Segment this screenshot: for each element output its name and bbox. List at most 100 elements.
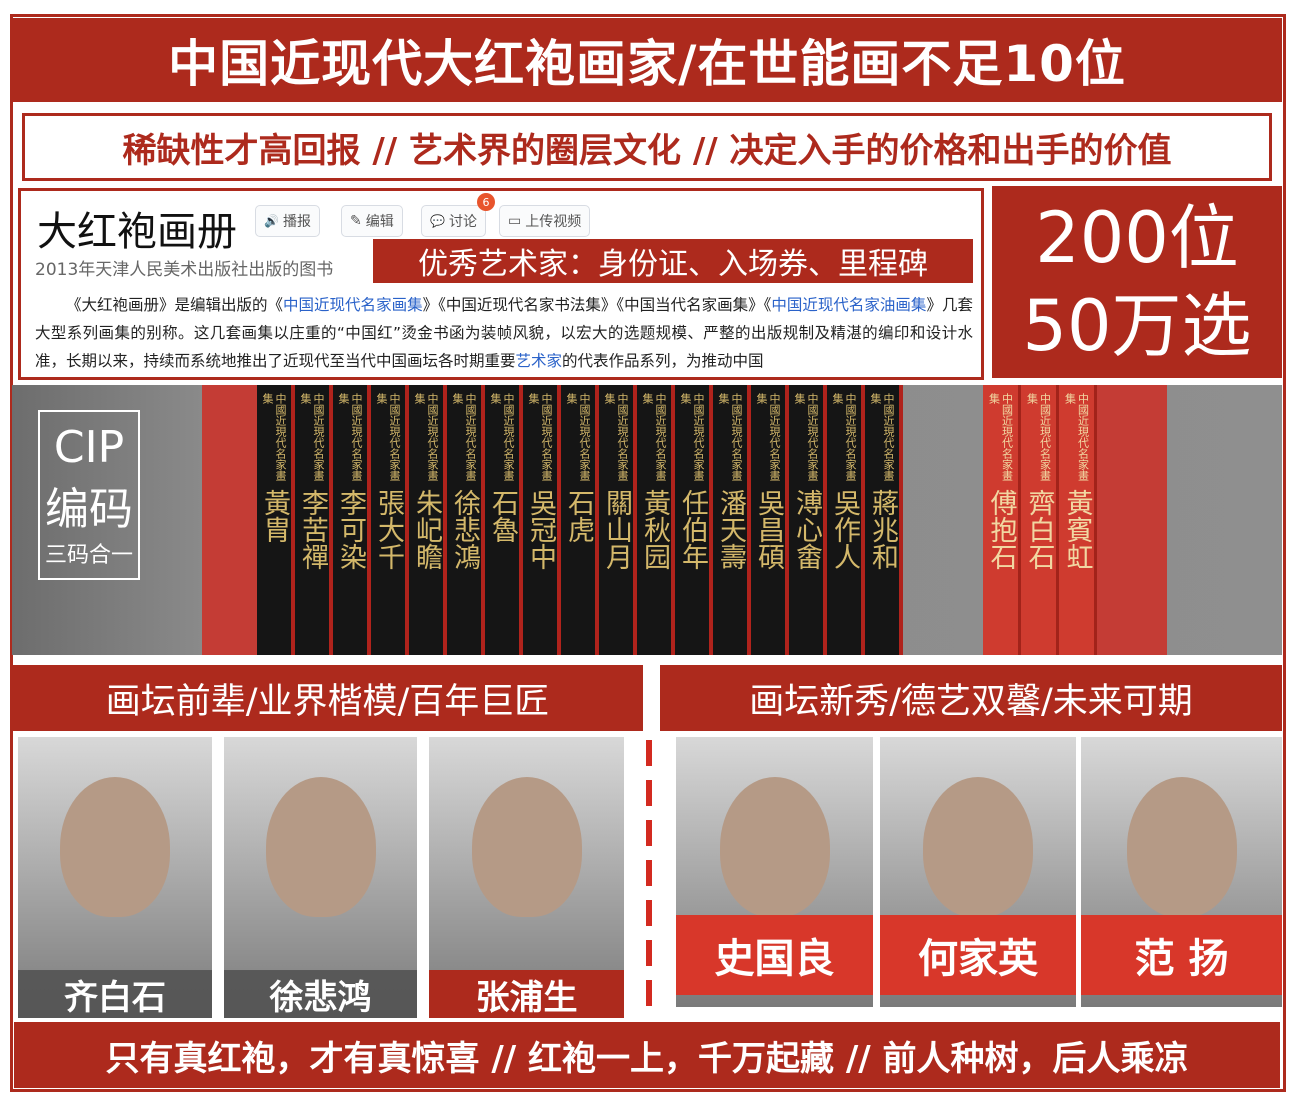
book-spine: 中國近現代名家畫集吳冠中 (523, 385, 561, 655)
book-spine: 中國近現代名家畫集 張大千 (371, 385, 409, 655)
book-spine: 中國近現代名家畫集潘天壽 (713, 385, 751, 655)
book-title: 黃秋园 (639, 489, 670, 570)
book-series: 中國近現代名家畫集 (755, 393, 781, 481)
outer-frame (10, 14, 1286, 1092)
cip-box: CIP 编码 三码合一 (38, 410, 140, 580)
text: 《大红袍画册》是编辑出版的《 (66, 296, 284, 314)
button-label: 播报 (282, 214, 311, 230)
name-label: 徐悲鸿 (224, 970, 417, 1018)
divider (646, 740, 652, 1018)
book-spine: 中國近現代名家畫集吳昌碩 (751, 385, 789, 655)
comment-icon: 💬 (430, 214, 445, 228)
book-shelf-image: CIP 编码 三码合一 中國近現代名家畫集 黃胄 中國近現代名家畫集 李苦禪 中國近現代… (12, 385, 1282, 655)
link-artist[interactable]: 艺术家 (515, 352, 563, 370)
text: 》《中国近现代名家书法集》《中国当代名家画集》《 (422, 296, 772, 314)
book-spine: 中國近現代名家畫集 石魯 (485, 385, 523, 655)
newcomers-header: 画坛新秀/德艺双馨/未来可期 (660, 665, 1282, 731)
book-spine: 中國近現代名家畫集關山月 (599, 385, 637, 655)
face (719, 777, 830, 917)
book-spine: 中國近現代名家畫集溥心畬 (789, 385, 827, 655)
cip-code: 编码 (45, 484, 133, 535)
shelf-gap (903, 385, 983, 655)
book-series: 中國近現代名家畫集 (413, 393, 439, 481)
book-title: 石虎 (563, 489, 594, 543)
book-title: 溥心畬 (791, 489, 822, 570)
book-spine: 中國近現代名家畫集李可染 (333, 385, 371, 655)
button-label: 编辑 (365, 214, 394, 230)
book-title: 任伯年 (677, 489, 708, 570)
broadcast-button[interactable]: 🔊 播报 (255, 205, 320, 237)
book-title: 黃胄 (259, 489, 290, 543)
name-label: 张浦生 (429, 970, 624, 1018)
book-title: 石魯 (487, 489, 518, 543)
book-title: 蔣兆和 (867, 489, 898, 570)
book-series: 中國近現代名家畫集 (1025, 393, 1052, 481)
cip-three-in-one: 三码合一 (44, 543, 133, 568)
portrait-he-jiaying: 何家英 (880, 737, 1076, 1007)
portrait-xu-beihong: 徐悲鸿 (224, 737, 417, 1018)
count-line1: 200位 (1035, 197, 1239, 279)
book-series: 中國近現代名家畫集 (527, 393, 553, 481)
text: 》几套大型系列画集的别称。这几套画集以庄重的“中国红”烫金书函为装帧风貌，以宏大… (35, 296, 973, 370)
page-title: 中国近现代大红袍画家/在世能画不足10位 (12, 18, 1282, 102)
book-spine: 中國近現代名家畫集朱屺瞻 (409, 385, 447, 655)
bottom-slogan: 只有真红袍，才有真惊喜 // 红袍一上，千万起藏 // 前人种树，后人乘凉 (14, 1022, 1280, 1088)
book-title: 傅抱石 (985, 489, 1017, 570)
book-title: 朱屺瞻 (411, 489, 442, 570)
upload-video-button[interactable]: ▭ 上传视频 (499, 205, 591, 237)
book-spine: 中國近現代名家畫集任伯年 (675, 385, 713, 655)
portrait-qi-baishi: 齐白石 (18, 737, 212, 1018)
encyclopedia-heading: 大红袍画册 (37, 209, 237, 255)
face (60, 777, 170, 917)
book-title: 吳昌碩 (753, 489, 784, 570)
book-spine: 中國近現代名家畫集 石虎 (561, 385, 599, 655)
book-title: 李苦禪 (297, 489, 328, 570)
book-spine: 中國近現代名家畫集齊白石 (1021, 385, 1059, 655)
discussion-badge: 6 (477, 193, 495, 211)
book-spine: 中國近現代名家畫集 黃賓虹 (1059, 385, 1097, 655)
book-series: 中國近現代名家畫集 (793, 393, 819, 481)
book-cover (1097, 385, 1167, 655)
name-label: 范 扬 (1081, 915, 1282, 995)
count-line2: 50万选 (1022, 285, 1252, 367)
edit-button[interactable]: ✎ 编辑 (341, 205, 403, 237)
book-title: 關山月 (601, 489, 632, 570)
count-box: 200位 50万选 (992, 186, 1282, 378)
book-series: 中國近現代名家畫集 (869, 393, 895, 481)
book-series: 中國近現代名家畫集 (261, 393, 287, 481)
book-title: 李可染 (335, 489, 366, 570)
button-label: 上传视频 (525, 214, 582, 230)
subtitle: 稀缺性才高回报 // 艺术界的圈层文化 // 决定入手的价格和出手的价值 (22, 113, 1272, 181)
button-label: 讨论 (448, 214, 477, 230)
pencil-icon: ✎ (350, 213, 362, 229)
book-cover (202, 385, 257, 655)
book-series: 中國近現代名家畫集 (641, 393, 667, 481)
cip-label: CIP (53, 422, 125, 473)
book-series: 中國近現代名家畫集 (603, 393, 629, 481)
book-series: 中國近現代名家畫集 (717, 393, 743, 481)
face (471, 777, 582, 917)
artist-banner: 优秀艺术家：身份证、入场券、里程碑 (373, 239, 973, 283)
book-series: 中國近現代名家畫集 (337, 393, 363, 481)
book-row: 中國近現代名家畫集 黃胄 中國近現代名家畫集 李苦禪 中國近現代名家畫集 李可染 中國近現代… (202, 385, 1167, 655)
book-spine: 中國近現代名家畫集 徐悲鴻 (447, 385, 485, 655)
name-label: 史国良 (676, 915, 873, 995)
book-series: 中國近現代名家畫集 (299, 393, 325, 481)
portrait-fan-yang: 范 扬 (1081, 737, 1282, 1007)
book-title: 張大千 (373, 489, 404, 570)
book-title: 吳作人 (829, 489, 860, 570)
link-modern-paintings[interactable]: 中国近现代名家画集 (283, 296, 423, 314)
book-spine: 中國近現代名家畫集蔣兆和 (865, 385, 903, 655)
link-oil-paintings[interactable]: 中国近现代名家油画集 (771, 296, 927, 314)
book-description: 2013年天津人民美术出版社出版的图书 (35, 260, 334, 280)
book-title: 潘天壽 (715, 489, 746, 570)
masters-header: 画坛前辈/业界楷模/百年巨匠 (12, 665, 643, 731)
encyclopedia-paragraph: 《大红袍画册》是编辑出版的《中国近现代名家画集》《中国近现代名家书法集》《中国当… (35, 291, 973, 375)
book-title: 齊白石 (1023, 489, 1055, 570)
video-icon: ▭ (508, 213, 522, 229)
discuss-button[interactable]: 💬 讨论 (421, 205, 486, 237)
book-title: 吳冠中 (525, 489, 556, 570)
book-series: 中國近現代名家畫集 (451, 393, 477, 481)
book-series: 中國近現代名家畫集 (1063, 393, 1090, 481)
book-series: 中國近現代名家畫集 (679, 393, 705, 481)
